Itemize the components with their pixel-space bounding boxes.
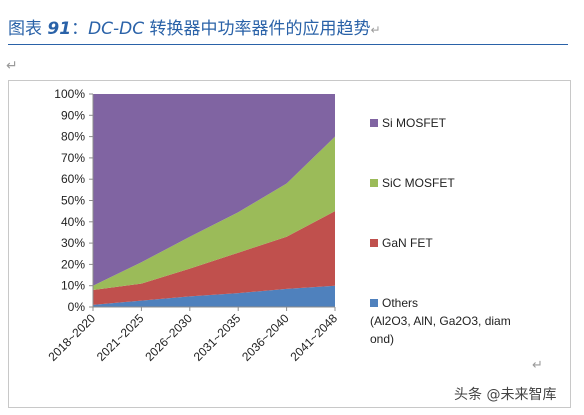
figure-title: 图表 91：DC-DC 转换器中功率器件的应用趋势↵ — [8, 14, 381, 39]
y-tick-label: 50% — [61, 194, 85, 208]
legend-label: GaN FET — [382, 236, 433, 250]
chart-frame: 0% 10% 20% 30% 40% 50% 60% 70% 80% 90% 100% 2018~20… — [8, 80, 571, 408]
legend-label: Si MOSFET — [382, 116, 447, 130]
x-tick-label: 2036~2040 — [239, 311, 292, 364]
legend-label-line: (Al2O3, AlN, Ga2O3, diam — [370, 314, 511, 328]
y-tick-label: 80% — [61, 130, 85, 144]
y-tick-label: 40% — [61, 215, 85, 229]
figure-title-prefix: 图表 — [8, 19, 42, 39]
y-tick-label: 10% — [61, 279, 85, 293]
x-tick-label: 2021~2025 — [94, 311, 147, 364]
legend-label-line: SiC MOSFET — [382, 176, 455, 190]
legend-swatch — [370, 179, 378, 187]
return-mark-icon: ↵ — [370, 23, 381, 37]
source-watermark: 头条 @未来智库 — [454, 387, 557, 403]
legend-label-line: GaN FET — [382, 236, 433, 250]
legend-label: SiC MOSFET — [382, 176, 455, 190]
x-tick-label: 2031~2035 — [191, 311, 244, 364]
figure-title-colon: ： — [71, 19, 89, 39]
legend-label-line: Si MOSFET — [382, 116, 447, 130]
area-series-0 — [93, 285, 335, 307]
area-series-3 — [93, 94, 335, 286]
stacked-area-chart: 0% 10% 20% 30% 40% 50% 60% 70% 80% 90% 100% 2018~20… — [46, 87, 511, 364]
y-tick-label: 30% — [61, 236, 85, 250]
figure-title-rest: 转换器中功率器件的应用趋势 — [149, 19, 371, 39]
corner-return-mark-icon: ↵ — [532, 358, 543, 373]
y-tick-label: 70% — [61, 151, 85, 165]
y-tick-label: 0% — [68, 300, 86, 314]
x-tick-label: 2026~2030 — [142, 311, 195, 364]
area-series-1 — [93, 211, 335, 305]
y-tick-label: 100% — [54, 87, 85, 101]
x-tick-label: 2018~2020 — [46, 311, 99, 364]
y-tick-label: 90% — [61, 108, 85, 122]
header-divider — [8, 44, 568, 45]
y-tick-label: 20% — [61, 257, 85, 271]
figure-header: 图表 91：DC-DC 转换器中功率器件的应用趋势↵ — [0, 0, 584, 46]
legend-label-line: Others — [382, 296, 418, 310]
x-tick-label: 2041~2048 — [288, 311, 341, 364]
legend-swatch — [370, 299, 378, 307]
figure-number: 91 — [47, 19, 72, 39]
figure-title-subject: DC-DC — [88, 19, 145, 39]
paragraph-mark-icon: ↵ — [6, 58, 18, 74]
legend-swatch — [370, 239, 378, 247]
area-series-2 — [93, 136, 335, 290]
legend-swatch — [370, 119, 378, 127]
legend-label-line: ond) — [370, 332, 394, 346]
y-tick-label: 60% — [61, 172, 85, 186]
legend-label: Others (Al2O3, AlN, Ga2O3, diam ond) — [370, 296, 511, 346]
